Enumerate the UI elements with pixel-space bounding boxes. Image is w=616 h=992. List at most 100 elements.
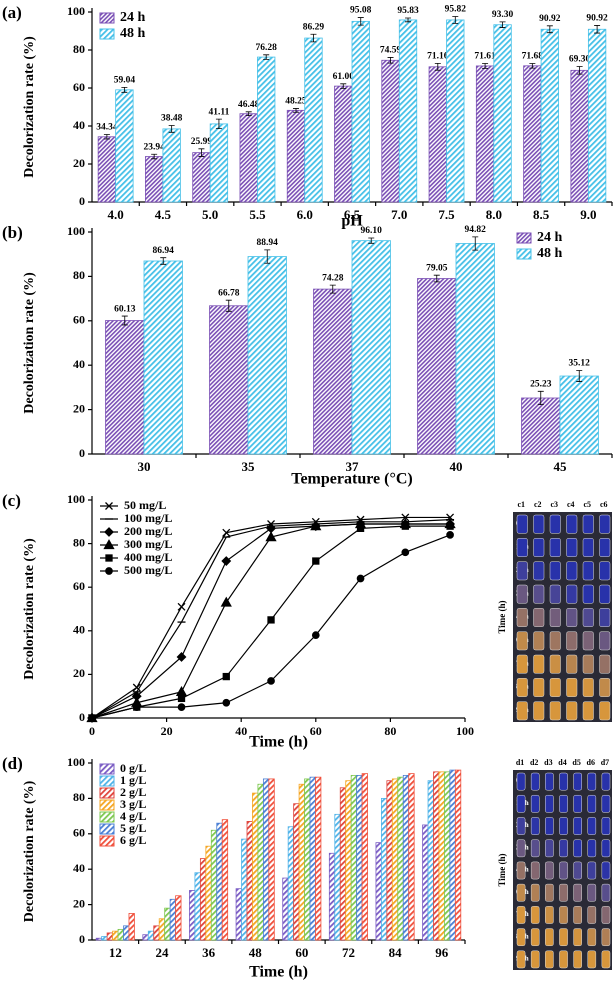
error-bar [472, 236, 479, 251]
bar [199, 858, 207, 941]
tube [599, 538, 611, 557]
value-label: 95.08 [350, 6, 372, 16]
tube [573, 794, 582, 813]
bar [239, 113, 258, 203]
legend-swatch [99, 763, 115, 775]
error-bar [340, 83, 347, 89]
marker [177, 694, 186, 703]
tube [530, 817, 540, 835]
legend-label: 48 h [120, 26, 146, 41]
tube [516, 772, 526, 791]
bar [339, 787, 347, 941]
x-tick-label: 40 [450, 459, 463, 474]
tube [573, 906, 582, 924]
y-tick-label: 20 [73, 896, 85, 910]
error-bar [121, 315, 128, 326]
x-tick-label: 20 [161, 724, 173, 738]
tube [582, 561, 594, 581]
error-bar [482, 63, 489, 69]
bar [97, 136, 117, 203]
x-axis-label: Time (h) [249, 734, 308, 751]
tube [601, 950, 611, 969]
legend-label: 4 g/L [120, 809, 146, 823]
legend-swatch [99, 787, 115, 799]
bar [257, 783, 264, 941]
tube [530, 839, 540, 858]
bar [304, 37, 323, 203]
photo-column-label: d6 [587, 758, 595, 767]
bar [521, 397, 561, 455]
error-bar [546, 25, 553, 34]
tube [516, 678, 528, 697]
x-tick-label: 6.5 [344, 207, 361, 222]
bar [444, 771, 451, 941]
x-tick-label: 5.0 [202, 207, 218, 222]
tube [533, 514, 545, 534]
value-label: 69.30 [569, 55, 591, 65]
marker [104, 527, 114, 537]
marker [267, 677, 275, 685]
y-tick-label: 0 [79, 446, 85, 460]
value-label: 74.28 [322, 273, 344, 283]
error-bar [160, 257, 167, 265]
legend-swatch [99, 823, 115, 835]
tube [545, 883, 554, 902]
error-bar [121, 86, 128, 93]
x-tick-label: 36 [202, 945, 216, 960]
error-bar [499, 21, 506, 28]
tube [545, 794, 554, 813]
tube [599, 678, 611, 697]
legend-label: 100 mg/L [124, 511, 172, 525]
tube [587, 950, 597, 969]
marker [175, 686, 188, 696]
bar [328, 852, 336, 941]
legend-label: 50 mg/L [124, 498, 166, 512]
x-axis-label: Temperature (°C) [291, 471, 412, 488]
marker [446, 522, 454, 530]
bar [417, 278, 457, 455]
bar [449, 769, 456, 941]
marker [265, 531, 277, 542]
tube [599, 631, 611, 651]
x-tick-label: 7.5 [438, 207, 455, 222]
legend-label: 24 h [537, 230, 563, 245]
tube [530, 794, 540, 813]
photo-frame [513, 512, 612, 722]
legend-label: 5 g/L [120, 821, 146, 835]
tube [516, 906, 526, 924]
y-tick-label: 40 [73, 118, 85, 132]
marker [311, 631, 320, 640]
error-bar [310, 33, 317, 43]
tube [601, 906, 611, 924]
legend-label: 6 g/L [120, 833, 146, 847]
bar [153, 925, 160, 941]
marker [356, 524, 365, 532]
photo-column-label: c6 [600, 500, 608, 509]
tube [559, 906, 568, 924]
bar [175, 895, 182, 941]
tube [530, 883, 540, 902]
bar [587, 28, 607, 203]
error-bar [387, 57, 394, 64]
bar [454, 769, 462, 941]
photo-column-label: c4 [567, 500, 575, 509]
bar [145, 156, 164, 203]
value-label: 93.30 [492, 10, 514, 20]
tube [582, 608, 594, 627]
error-bar [168, 125, 175, 133]
bar [438, 771, 445, 941]
x-tick-label: 8.0 [486, 207, 502, 222]
bar [262, 778, 270, 941]
bar [189, 890, 196, 941]
value-label: 48.25 [285, 97, 307, 107]
error-bar [292, 108, 299, 113]
y-tick-label: 60 [73, 80, 85, 94]
bar [241, 838, 248, 941]
x-tick-label: 72 [342, 945, 355, 960]
x-tick-label: 37 [346, 459, 360, 474]
bar [351, 240, 391, 455]
bar [209, 305, 249, 455]
legend-label: 0 g/L [120, 761, 146, 775]
bar [351, 20, 370, 203]
bar [210, 829, 218, 941]
